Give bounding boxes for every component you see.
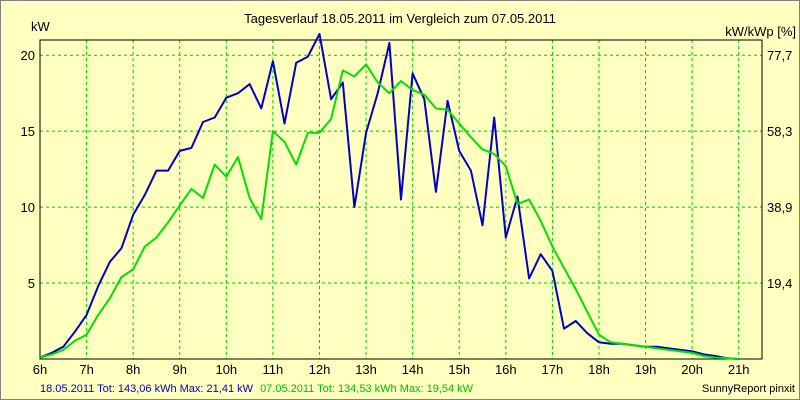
axis-ticks: 6h 7h 8h 9h 10h 11h 12h 13h 14h 15h 16h 17h 18h 19h 20…: [21, 48, 793, 377]
y-tick-label-right: 58,3: [767, 124, 792, 139]
x-tick-label: 21h: [728, 362, 750, 377]
y-tick-label-right: 38,9: [767, 200, 792, 215]
chart-title: Tagesverlauf 18.05.2011 im Vergleich zum…: [244, 11, 556, 26]
series-line-2: [39, 63, 739, 360]
series-line-1: [39, 32, 739, 360]
legend-series-2-text: 07.05.2011 Tot: 134,53 kWh Max: 19,54 kW: [260, 383, 474, 395]
y-tick-label-right: 19,4: [767, 276, 792, 291]
plot-area: [39, 39, 763, 360]
x-tick-label: 11h: [263, 362, 284, 377]
x-tick-label: 10h: [215, 362, 237, 377]
x-tick-label: 18h: [588, 362, 610, 377]
y-tick-label-right: 77,7: [767, 48, 792, 63]
legend-series-1: 18.05.2011 Tot: 143,06 kWh Max: 21,41 kW…: [40, 383, 474, 395]
series-lines: [39, 32, 739, 360]
y-tick-label-left: 20: [21, 48, 35, 63]
y-tick-label-left: 15: [21, 124, 35, 139]
x-tick-label: 12h: [309, 362, 331, 377]
x-tick-label: 14h: [402, 362, 424, 377]
x-tick-label: 7h: [79, 362, 93, 377]
x-tick-label: 13h: [355, 362, 377, 377]
grid-lines: [40, 40, 762, 359]
x-tick-label: 20h: [681, 362, 703, 377]
x-tick-label: 17h: [542, 362, 564, 377]
y-tick-label-left: 10: [21, 200, 35, 215]
y-axis-left-label: kW: [31, 19, 51, 34]
x-tick-label: 8h: [126, 362, 140, 377]
legend-series-1-text: 18.05.2011 Tot: 143,06 kWh Max: 21,41 kW: [40, 383, 254, 395]
x-tick-label: 9h: [173, 362, 187, 377]
y-axis-right-label: kW/kWp [%]: [725, 24, 796, 39]
y-tick-label-left: 5: [28, 276, 35, 291]
x-tick-label: 16h: [495, 362, 517, 377]
x-tick-label: 6h: [33, 362, 47, 377]
x-tick-label: 19h: [635, 362, 657, 377]
credit-text: SunnyReport pinxit: [702, 383, 795, 395]
x-tick-label: 15h: [448, 362, 470, 377]
